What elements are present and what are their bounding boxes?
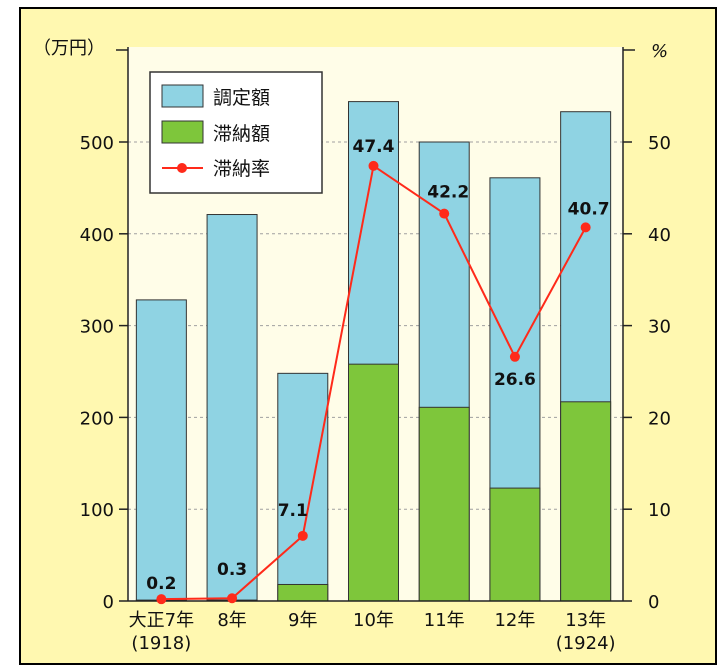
rate-data-label: 47.4 bbox=[353, 137, 395, 157]
rate-point bbox=[368, 160, 379, 171]
rate-point bbox=[227, 593, 238, 604]
x-tick-label: 大正7年 bbox=[129, 610, 194, 631]
bar-arrears bbox=[560, 401, 612, 602]
right-tick-label: 0 bbox=[648, 592, 659, 613]
right-tick-label: 30 bbox=[648, 317, 671, 338]
rate-point bbox=[297, 530, 308, 541]
left-axis-unit: （万円） bbox=[33, 38, 105, 59]
left-tick-label: 0 bbox=[103, 592, 114, 613]
left-tick-label: 400 bbox=[80, 225, 114, 246]
legend-label-arrears: 滞納額 bbox=[213, 123, 270, 145]
rate-point bbox=[439, 208, 450, 219]
bars-layer bbox=[135, 101, 612, 602]
left-tick-label: 100 bbox=[80, 500, 114, 521]
x-tick-label: 9年 bbox=[288, 610, 317, 631]
right-tick-label: 40 bbox=[648, 225, 671, 246]
x-tick-label: 10年 bbox=[353, 610, 394, 631]
bar-assessed bbox=[135, 299, 187, 602]
rate-line-layer bbox=[156, 160, 591, 605]
x-tick-label: 12年 bbox=[494, 610, 535, 631]
x-tick-label: 11年 bbox=[424, 610, 465, 631]
legend-swatch-arrears bbox=[161, 120, 204, 144]
rate-data-label: 0.2 bbox=[146, 574, 176, 594]
bar-arrears bbox=[418, 406, 470, 602]
right-tick-label: 10 bbox=[648, 500, 671, 521]
legend-label-rate: 滞納率 bbox=[213, 158, 270, 180]
bar-arrears bbox=[348, 363, 399, 602]
rate-data-label: 26.6 bbox=[494, 370, 536, 390]
left-tick-label: 300 bbox=[80, 317, 114, 338]
rate-point bbox=[509, 351, 520, 362]
bar-arrears bbox=[489, 487, 541, 602]
legend-swatch-assessed bbox=[161, 84, 204, 108]
right-axis-unit: % bbox=[651, 41, 668, 62]
rate-data-label: 7.1 bbox=[278, 501, 308, 521]
right-tick-label: 20 bbox=[648, 408, 671, 429]
legend-label-assessed: 調定額 bbox=[213, 87, 270, 109]
bar-assessed bbox=[277, 372, 329, 602]
x-tick-sublabel: (1924) bbox=[556, 633, 616, 654]
legend-swatch-rate-point bbox=[177, 163, 187, 173]
rate-data-label: 40.7 bbox=[568, 199, 610, 219]
chart-frame: 0 100 200 300 400 500 0 10 20 30 40 50 （万円）% 大正7年 (19… bbox=[19, 7, 717, 665]
left-tick-label: 200 bbox=[80, 408, 114, 429]
x-tick-label: 8年 bbox=[217, 610, 246, 631]
rate-data-label: 0.3 bbox=[217, 560, 247, 580]
x-tick-label: 13年 bbox=[565, 610, 606, 631]
rate-point bbox=[156, 594, 167, 605]
rate-point bbox=[580, 222, 591, 233]
labels-layer: 大正7年(1918) 8年 9年 10年 11年 12年 13年(1924) 0.2 0.3 7.… bbox=[129, 137, 616, 654]
left-tick-label: 500 bbox=[80, 133, 114, 154]
rate-data-label: 42.2 bbox=[427, 183, 469, 203]
bar-assessed bbox=[206, 214, 258, 602]
bar-arrears bbox=[277, 583, 329, 602]
x-tick-sublabel: (1918) bbox=[131, 633, 191, 654]
axes-layer: 0 100 200 300 400 500 0 10 20 30 40 50 （万円）% bbox=[33, 38, 671, 613]
right-tick-label: 50 bbox=[648, 133, 671, 154]
